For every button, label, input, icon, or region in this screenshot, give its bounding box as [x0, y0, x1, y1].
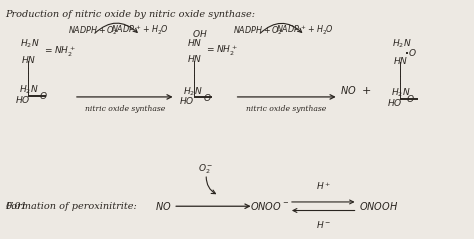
Text: $H^-$: $H^-$ [316, 218, 331, 229]
Text: $+$: $+$ [361, 86, 371, 97]
Text: $H_2N$: $H_2N$ [18, 84, 38, 96]
Text: $H_2N$: $H_2N$ [19, 37, 39, 50]
Text: $O$: $O$ [408, 47, 417, 58]
Text: $NO$: $NO$ [340, 84, 356, 96]
Text: $NADP^+ + H_2O$: $NADP^+ + H_2O$ [276, 24, 334, 37]
Text: $HO$: $HO$ [387, 97, 403, 108]
Text: nitric oxide synthase: nitric oxide synthase [246, 105, 327, 113]
Text: $HN$: $HN$ [393, 54, 408, 65]
Text: $ONOOH$: $ONOOH$ [359, 200, 399, 212]
Text: $HO$: $HO$ [179, 95, 195, 106]
Text: $HO$: $HO$ [15, 94, 30, 105]
Text: $O$: $O$ [406, 93, 415, 104]
Text: $H_2N$: $H_2N$ [182, 85, 202, 98]
Text: nitric oxide synthase: nitric oxide synthase [85, 105, 165, 113]
Text: $OH$: $OH$ [192, 28, 208, 39]
Text: $NADPH + O_2$: $NADPH + O_2$ [68, 24, 118, 37]
Text: $O_2^-$: $O_2^-$ [199, 163, 214, 176]
Text: $O$: $O$ [38, 90, 47, 101]
Text: Production of nitric oxide by nitric oxide synthase:: Production of nitric oxide by nitric oxi… [5, 10, 255, 19]
Text: $= NH_2^+$: $= NH_2^+$ [205, 44, 238, 58]
Text: $HN$: $HN$ [187, 53, 202, 64]
Text: $HN$: $HN$ [187, 37, 202, 48]
Text: $H^+$: $H^+$ [316, 180, 331, 192]
Text: $O$: $O$ [203, 92, 212, 103]
Text: $NADP^+ + H_2O$: $NADP^+ + H_2O$ [111, 24, 169, 37]
Text: $ONOO^-$: $ONOO^-$ [250, 200, 290, 212]
Text: $= NH_2^+$: $= NH_2^+$ [43, 45, 76, 59]
Text: $HN$: $HN$ [20, 54, 36, 65]
Text: $NADPH + O_2$: $NADPH + O_2$ [234, 24, 283, 37]
Text: $NO$: $NO$ [155, 200, 172, 212]
Text: 0.01: 0.01 [5, 202, 27, 211]
Text: $H_2N$: $H_2N$ [391, 87, 410, 99]
Text: Formation of peroxinitrite:: Formation of peroxinitrite: [5, 202, 137, 211]
Text: $H_2N$: $H_2N$ [392, 37, 411, 50]
